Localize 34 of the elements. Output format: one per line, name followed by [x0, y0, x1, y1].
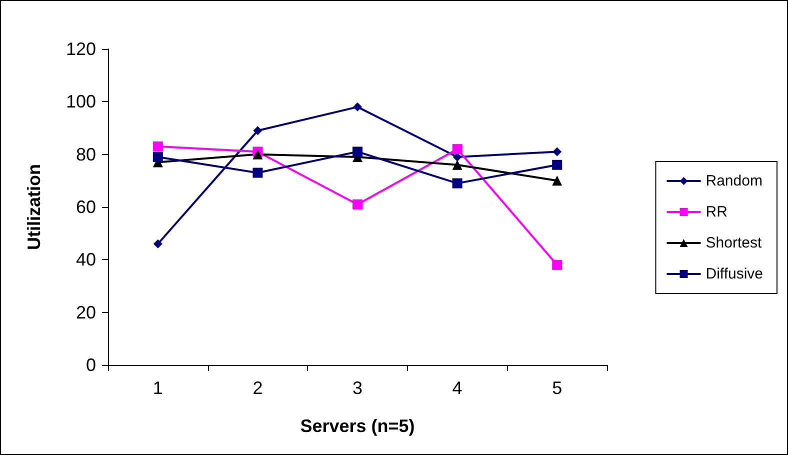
point	[353, 102, 362, 112]
point	[252, 149, 263, 160]
x-tick-label: 3	[352, 378, 363, 398]
point	[152, 152, 163, 162]
legend-label: Random	[706, 172, 762, 190]
y-tick-label: 100	[66, 92, 96, 112]
point	[452, 178, 462, 188]
point	[352, 146, 362, 157]
point	[252, 168, 263, 178]
y-tick-label: 0	[86, 355, 96, 375]
x-tick-label: 1	[152, 378, 163, 398]
point	[452, 144, 462, 154]
x-tick-label: 4	[452, 378, 462, 398]
point	[153, 239, 162, 248]
x-tick-label: 2	[252, 378, 263, 398]
y-tick-label: 60	[76, 197, 96, 217]
point	[452, 160, 462, 170]
y-tick-label: 40	[76, 250, 96, 270]
point	[552, 176, 562, 186]
point	[552, 147, 562, 156]
legend-label: Shortest	[706, 234, 762, 252]
y-tick-label: 20	[76, 302, 96, 322]
legend-label: Diffusive	[706, 266, 764, 282]
point	[352, 199, 362, 210]
y-tick-label: 120	[66, 39, 96, 59]
point	[552, 160, 562, 170]
y-axis-title: Utilization	[24, 164, 44, 250]
x-tick-label: 5	[552, 378, 562, 398]
legend-label: RR	[706, 204, 728, 220]
point	[152, 141, 163, 152]
y-tick-label: 80	[76, 144, 96, 164]
point	[552, 260, 562, 270]
x-axis-title: Servers (n=5)	[300, 416, 415, 436]
point	[253, 126, 262, 136]
